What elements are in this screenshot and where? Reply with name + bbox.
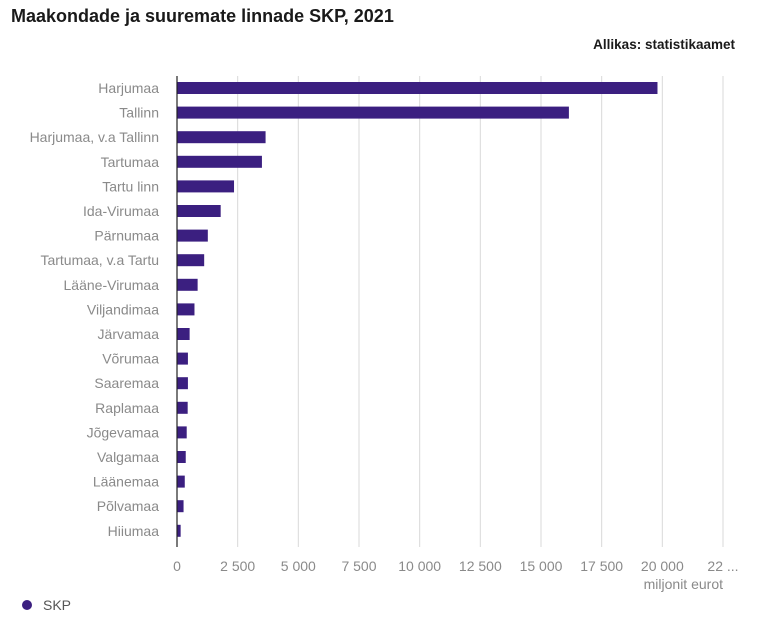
bar [177,106,569,119]
category-label: Lääne-Virumaa [64,277,160,293]
category-label: Viljandimaa [87,301,159,317]
x-tick-label: 20 000 [641,558,684,574]
x-tick-label: 2 500 [220,558,255,574]
bar [177,180,235,193]
category-label: Järvamaa [98,326,160,342]
category-label: Harjumaa, v.a Tallinn [30,129,159,145]
category-label: Pärnumaa [94,228,159,244]
bar [177,524,181,537]
x-tick-label: 10 000 [398,558,441,574]
x-tick-label: 0 [173,558,181,574]
x-tick-label: 15 000 [520,558,563,574]
source-label: Allikas: statistikaamet [593,37,735,52]
category-label: Läänemaa [93,474,159,490]
legend-label: SKP [43,597,72,613]
x-axis-label: miljonit eurot [644,576,723,592]
category-label: Harjumaa [98,80,159,96]
bar [177,426,187,439]
category-label: Põlvamaa [97,498,159,514]
bar [177,155,262,168]
category-label: Tartu linn [102,178,159,194]
bar [177,401,188,414]
category-label: Tartumaa, v.a Tartu [40,252,159,268]
bar [177,500,184,513]
category-label: Hiiumaa [108,523,160,539]
bar [177,303,195,316]
x-tick-label: 22 ... [707,558,738,574]
legend: SKP [22,597,71,613]
category-label: Raplamaa [95,400,159,416]
bar [177,205,221,217]
category-label: Tallinn [119,105,159,121]
category-label: Saaremaa [94,375,159,391]
x-tick-label: 7 500 [341,558,376,574]
bar [177,229,208,242]
category-label: Võrumaa [102,351,159,367]
bar [177,328,190,340]
bar [177,278,198,291]
bar [177,254,205,267]
category-label: Jõgevamaa [87,424,160,440]
category-label: Ida-Virumaa [83,203,159,219]
x-tick-label: 17 500 [580,558,623,574]
x-tick-label: 12 500 [459,558,502,574]
x-tick-label: 5 000 [281,558,316,574]
bar [177,352,188,365]
bar [177,377,188,390]
category-label: Valgamaa [97,449,159,465]
bar [177,82,658,94]
category-label: Tartumaa [101,154,160,170]
bar [177,451,186,463]
legend-dot-icon [22,600,32,610]
bar [177,131,266,144]
chart-title: Maakondade ja suuremate linnade SKP, 202… [11,6,394,26]
bar [177,475,185,488]
